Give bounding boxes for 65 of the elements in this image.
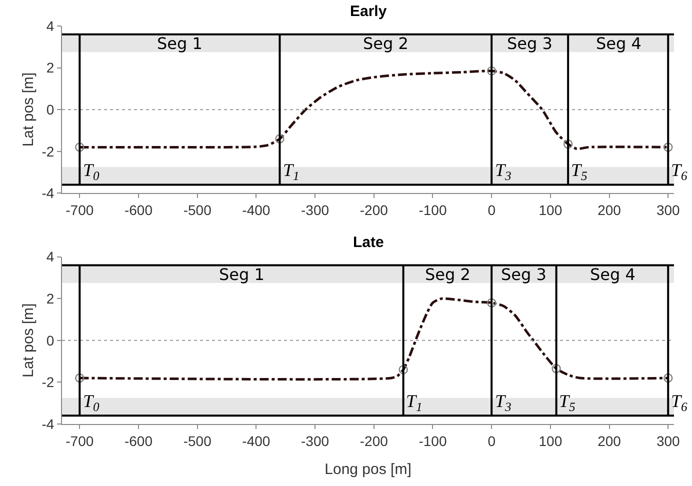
- y-tick-label: -4: [42, 185, 54, 202]
- x-tick-label: -100: [418, 432, 447, 449]
- annotation: Seg 2: [425, 265, 470, 284]
- annotation: Seg 1: [219, 265, 264, 284]
- y-tick-label: 2: [46, 60, 54, 76]
- x-tick-label: -100: [418, 202, 447, 218]
- y-axis-title: Lat pos [m]: [20, 72, 37, 147]
- point: [275, 134, 284, 144]
- x-tick-label: -600: [124, 202, 153, 218]
- point: [563, 139, 573, 149]
- annotation: Seg 1: [157, 34, 202, 53]
- ref-line-label: T$_{1}$: [406, 391, 422, 414]
- x-tick-label: -500: [183, 202, 212, 218]
- y-tick-label: -4: [42, 416, 54, 432]
- x-tick-label: -600: [124, 432, 153, 449]
- point: [398, 365, 408, 374]
- annotation: Seg 3: [501, 265, 546, 284]
- y-tick-label: 4: [46, 18, 54, 34]
- annotation: Seg 3: [507, 34, 552, 53]
- x-tick-label: 100: [538, 432, 562, 449]
- ref-line-label: T$_{0}$: [83, 160, 100, 183]
- y-axis-title: Lat pos [m]: [20, 303, 37, 378]
- y-tick-label: 4: [46, 248, 54, 265]
- point: [664, 373, 673, 383]
- x-tick-label: 300: [656, 432, 680, 449]
- ref-line-label: T$_{0}$: [83, 391, 100, 414]
- ref-line-label: T$_{6}$: [671, 391, 688, 414]
- chart-title: Early: [350, 3, 388, 20]
- x-tick-label: 100: [538, 202, 562, 218]
- annotation: Seg 2: [363, 34, 408, 53]
- point: [486, 66, 496, 76]
- ref-line-label: T$_{6}$: [671, 160, 688, 183]
- x-tick-label: 0: [488, 432, 496, 449]
- y-tick-label: -2: [42, 143, 54, 160]
- x-tick-label: -700: [66, 202, 94, 218]
- point: [664, 142, 673, 152]
- x-tick-label: -300: [301, 202, 330, 218]
- y-tick-label: 0: [46, 332, 54, 348]
- ref-line-label: T$_{3}$: [495, 391, 512, 414]
- x-tick-label: 0: [488, 202, 496, 218]
- annotation: Seg 4: [590, 265, 636, 284]
- point: [552, 364, 561, 374]
- point: [75, 373, 84, 383]
- ref-line-label: T$_{5}$: [571, 160, 588, 183]
- ref-line-label: T$_{1}$: [283, 160, 300, 183]
- x-tick-label: -200: [360, 202, 388, 218]
- annotation: Seg 4: [596, 34, 642, 53]
- point: [75, 142, 84, 152]
- x-tick-label: 200: [598, 202, 622, 218]
- y-tick-label: -2: [42, 374, 54, 390]
- y-tick-label: 0: [46, 101, 54, 118]
- point: [486, 298, 496, 308]
- chart-title: Late: [353, 234, 384, 251]
- y-tick-label: 2: [46, 290, 54, 307]
- x-tick-label: -700: [66, 432, 94, 449]
- x-axis-title: Long pos [m]: [324, 460, 412, 478]
- x-tick-label: -300: [301, 432, 330, 449]
- ref-line-label: T$_{5}$: [559, 391, 576, 414]
- ref-line-label: T$_{3}$: [495, 160, 512, 183]
- x-tick-label: -400: [242, 202, 270, 218]
- x-tick-label: 200: [598, 432, 622, 449]
- x-tick-label: -200: [360, 432, 388, 449]
- x-tick-label: -400: [242, 432, 270, 449]
- x-tick-label: -500: [183, 432, 212, 449]
- x-tick-label: 300: [656, 202, 680, 218]
